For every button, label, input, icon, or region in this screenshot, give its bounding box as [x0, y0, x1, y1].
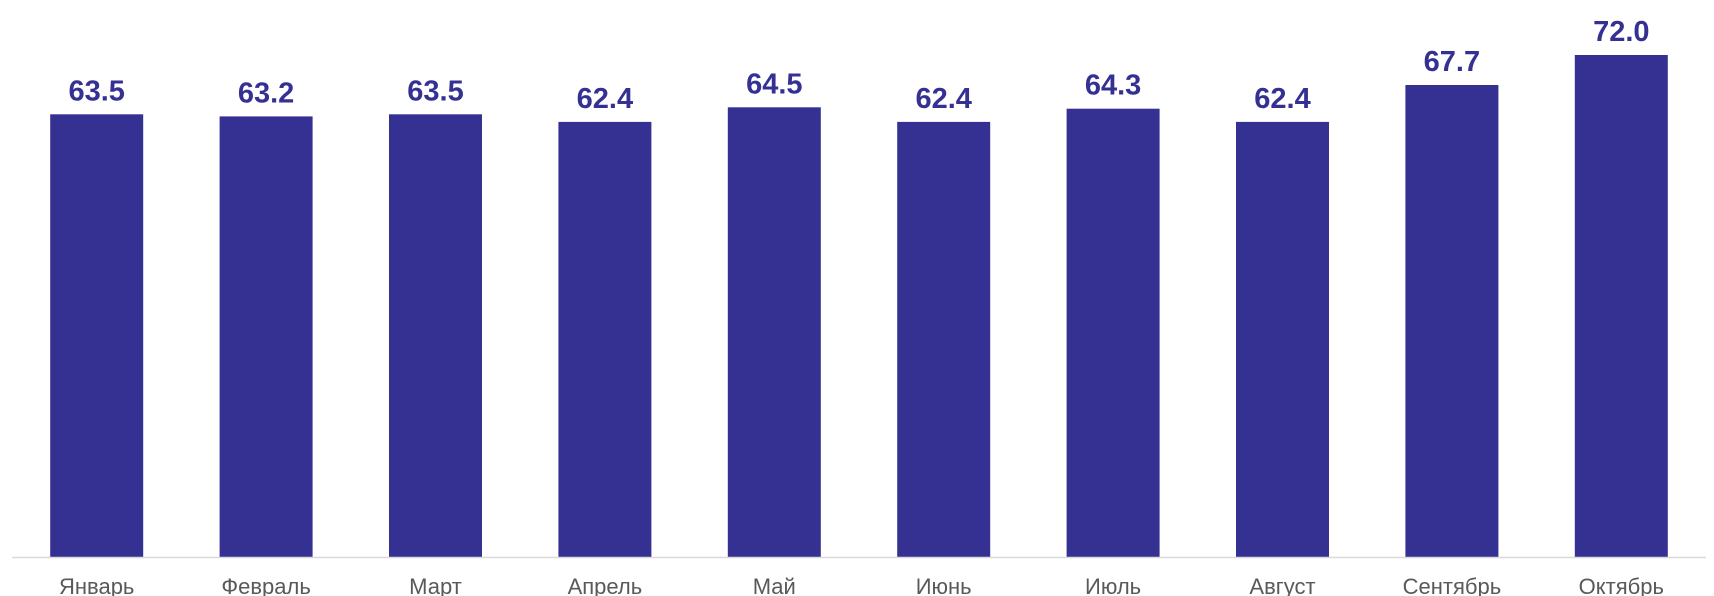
x-tick-label: Январь [59, 574, 134, 596]
x-tick-label: Июнь [916, 574, 972, 596]
bar-3 [389, 114, 482, 557]
bar-6 [897, 122, 990, 557]
x-tick-label: Март [409, 574, 462, 596]
bar-value-label: 63.5 [407, 75, 463, 107]
x-tick-label: Октябрь [1579, 574, 1664, 596]
bar-2 [220, 116, 313, 557]
bars-group [50, 55, 1668, 557]
x-tick-labels-group: Январь Февраль Март Апрель Май Июнь Июль Август… [59, 574, 1664, 596]
bar-value-label: 67.7 [1424, 46, 1480, 78]
bar-1 [50, 114, 143, 557]
x-tick-label: Май [753, 574, 796, 596]
bar-5 [728, 107, 821, 557]
bar-value-label: 63.5 [68, 75, 124, 107]
bar-8 [1236, 122, 1329, 557]
bar-value-label: 62.4 [577, 83, 633, 115]
bar-7 [1067, 109, 1160, 557]
x-tick-label: Апрель [568, 574, 643, 596]
bar-10 [1575, 55, 1668, 557]
bar-9 [1405, 85, 1498, 557]
bar-value-label: 62.4 [1254, 83, 1310, 115]
bar-value-label: 64.3 [1085, 70, 1141, 102]
bar-value-label: 63.2 [238, 77, 294, 109]
bar-value-label: 62.4 [915, 83, 971, 115]
bar-4 [558, 122, 651, 557]
x-tick-label: Февраль [221, 574, 310, 596]
bar-value-label: 64.5 [746, 68, 802, 100]
x-tick-label: Сентябрь [1403, 574, 1502, 596]
x-tick-label: Июль [1085, 574, 1141, 596]
bar-value-label: 72.0 [1593, 16, 1649, 48]
x-tick-label: Август [1249, 574, 1315, 596]
